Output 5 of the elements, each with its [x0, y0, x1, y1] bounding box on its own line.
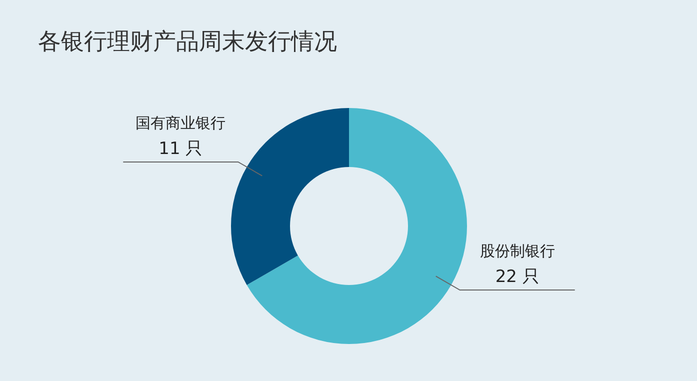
chart-title: 各银行理财产品周末发行情况 — [38, 28, 337, 57]
data-label: 11 只 — [158, 139, 203, 159]
data-label: 22 只 — [495, 267, 540, 287]
slice-label: 股份制银行 — [480, 242, 555, 260]
slice-label: 国有商业银行 — [136, 114, 226, 132]
